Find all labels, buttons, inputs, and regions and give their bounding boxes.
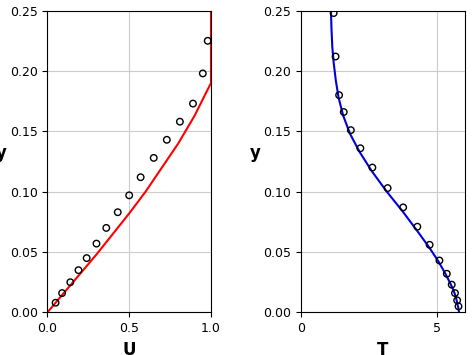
Point <box>347 127 355 133</box>
Point <box>332 54 339 59</box>
Point <box>330 10 337 16</box>
X-axis label: T: T <box>377 341 388 355</box>
Y-axis label: y: y <box>0 143 7 162</box>
Point <box>102 225 110 231</box>
Point <box>453 297 461 303</box>
Point <box>150 155 157 161</box>
Point <box>163 137 171 143</box>
Point <box>335 92 343 98</box>
Point <box>52 300 59 306</box>
Point <box>384 185 392 191</box>
Point <box>189 101 197 106</box>
Point <box>176 119 184 125</box>
Point <box>75 267 82 273</box>
Y-axis label: y: y <box>249 143 260 162</box>
Point <box>443 271 451 277</box>
Point <box>114 209 121 215</box>
Point <box>58 290 66 296</box>
X-axis label: U: U <box>122 341 136 355</box>
Point <box>455 304 462 309</box>
Point <box>137 174 145 180</box>
Point <box>369 165 376 170</box>
Point <box>66 279 74 285</box>
Point <box>199 71 207 76</box>
Point <box>413 224 421 230</box>
Point <box>83 255 91 261</box>
Point <box>356 146 364 151</box>
Point <box>204 38 211 44</box>
Point <box>426 242 433 248</box>
Point <box>93 241 100 246</box>
Point <box>400 204 407 210</box>
Point <box>448 282 456 288</box>
Point <box>340 109 347 115</box>
Point <box>451 290 459 296</box>
Point <box>126 192 133 198</box>
Point <box>436 258 443 263</box>
